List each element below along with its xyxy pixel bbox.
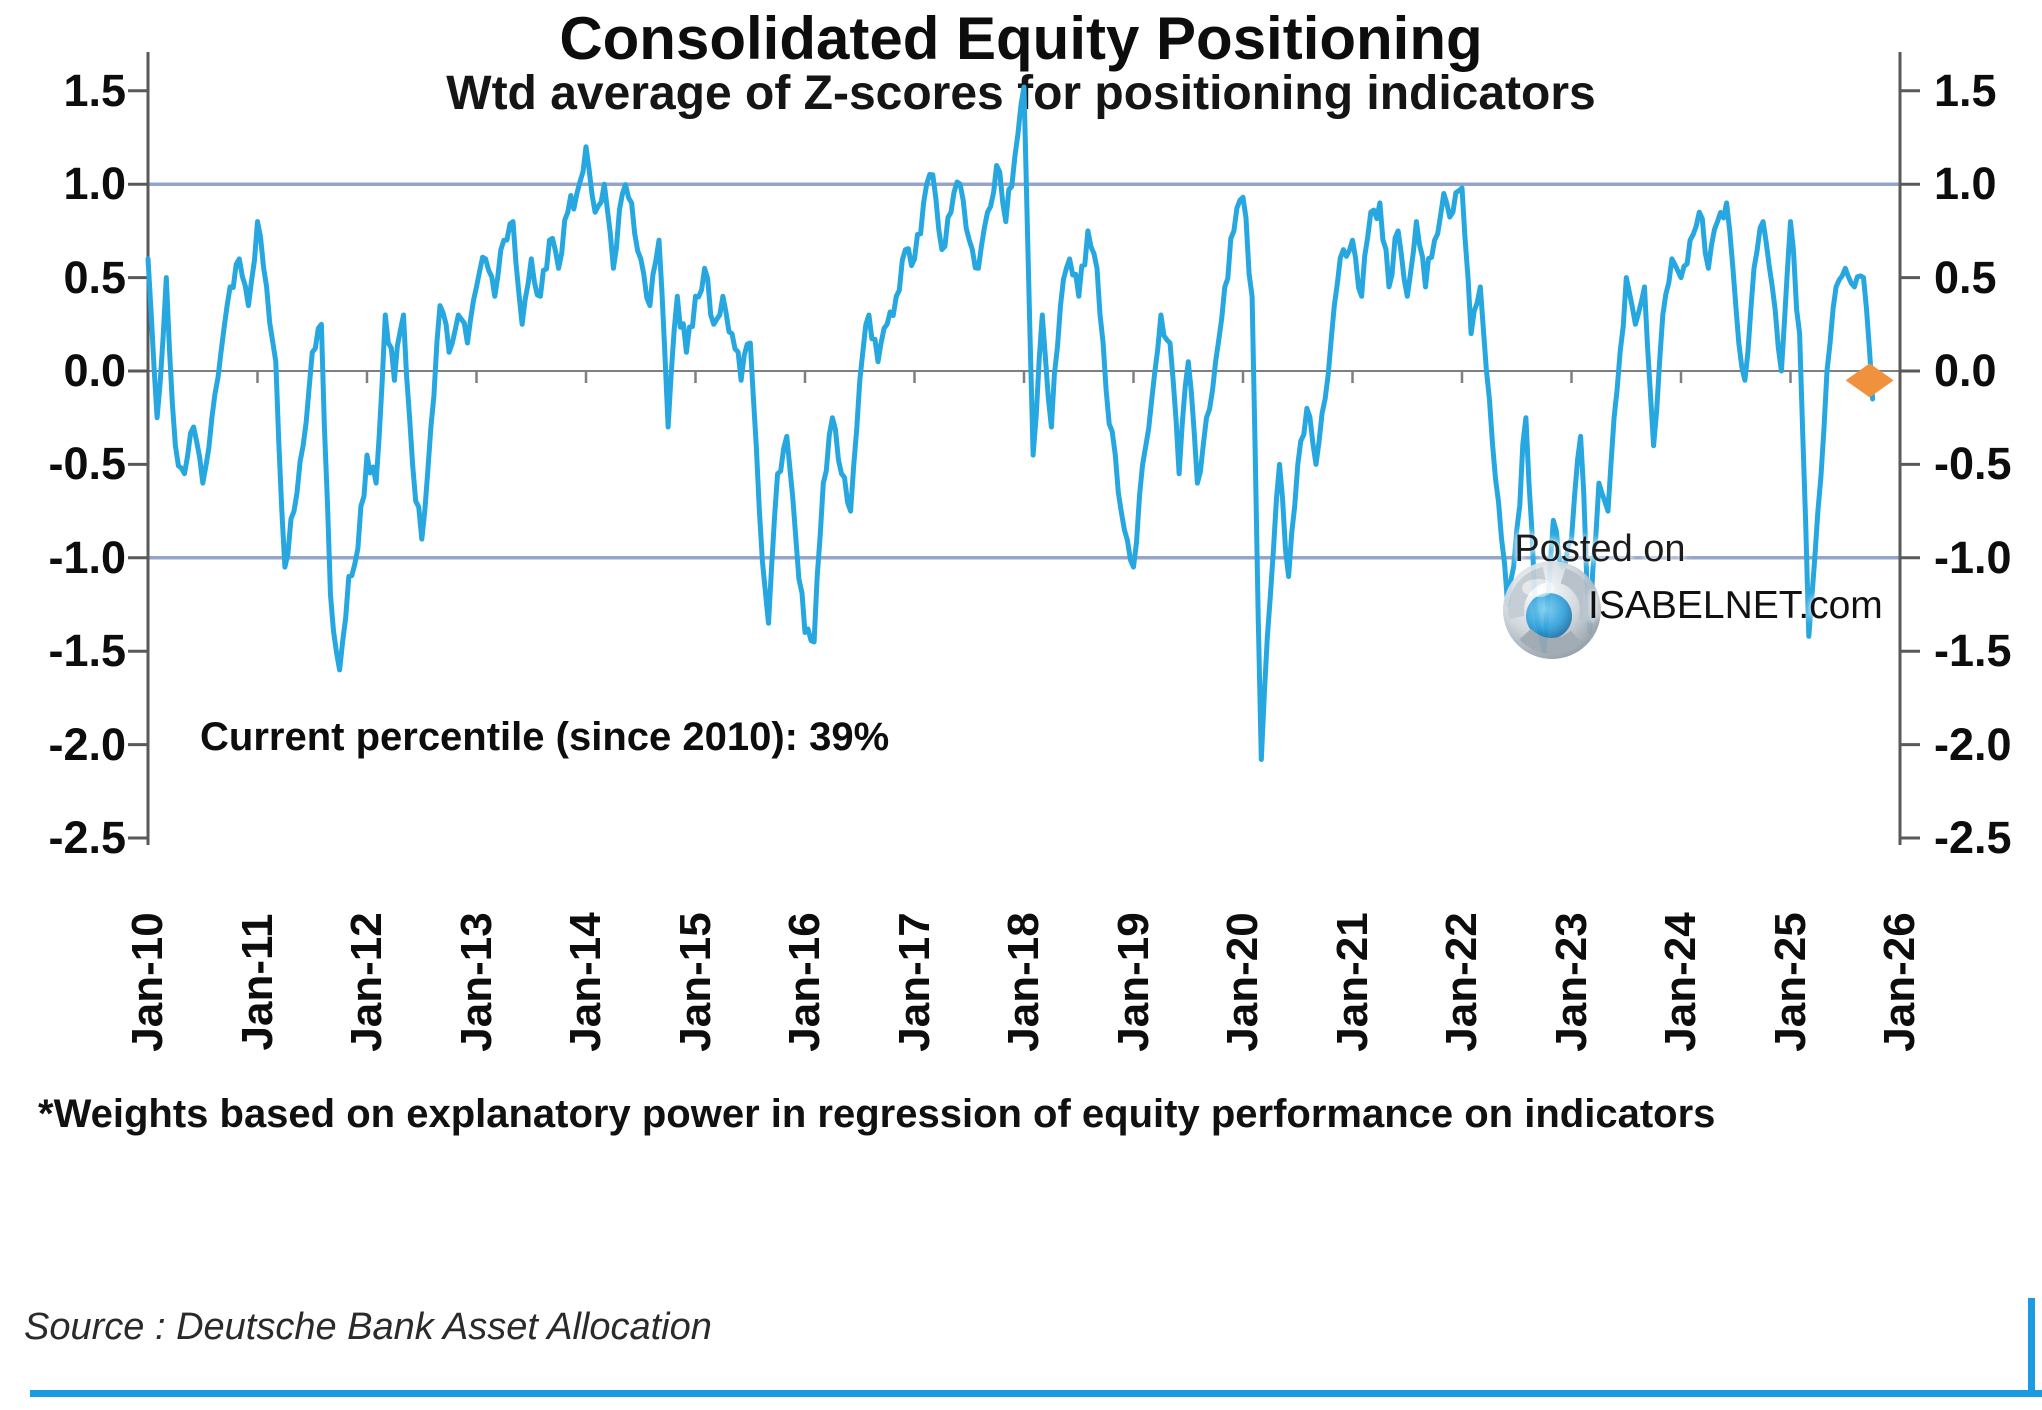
x-axis-tick-label: Jan-26 <box>1875 912 1924 1052</box>
y-axis-tick-label-left: 1.5 <box>63 64 126 116</box>
y-axis-tick-label-right: -2.5 <box>1934 812 2012 863</box>
x-axis-tick-label: Jan-19 <box>1108 912 1158 1052</box>
current-percentile-annotation: Current percentile (since 2010): 39% <box>200 715 890 759</box>
y-axis-tick-label-left: -0.5 <box>48 438 126 490</box>
watermark-isabelnet-text: ISABELNET.com <box>1588 584 1883 627</box>
current-value-marker <box>1845 363 1894 398</box>
x-axis-tick-label: Jan-21 <box>1327 912 1377 1052</box>
x-axis-tick-label: Jan-14 <box>561 912 610 1052</box>
y-axis-tick-label-right: -1.5 <box>1934 625 2012 677</box>
x-axis-tick-label: Jan-25 <box>1765 912 1815 1052</box>
y-axis-tick-label-right: 0.0 <box>1934 345 1997 396</box>
y-axis-tick-label-right: 1.0 <box>1934 158 1997 210</box>
y-axis-tick-label-left: 1.0 <box>63 158 126 210</box>
bottom-border-right-corner <box>2028 1298 2035 1397</box>
series-line <box>145 84 1876 762</box>
x-axis-tick-label: Jan-13 <box>451 912 501 1052</box>
x-axis-tick-label: Jan-10 <box>123 912 172 1052</box>
y-axis-tick-label-left: -1.5 <box>48 625 126 677</box>
y-axis-tick-label-right: -2.0 <box>1934 718 2012 770</box>
x-axis-tick-label: Jan-17 <box>889 912 939 1052</box>
x-axis-tick-label: Jan-15 <box>670 912 720 1052</box>
x-axis-tick-label: Jan-23 <box>1546 912 1596 1052</box>
y-axis-tick-label-left: -1.0 <box>48 531 126 583</box>
x-axis-tick-label: Jan-16 <box>780 912 829 1052</box>
footnote: *Weights based on explanatory power in r… <box>38 1092 1716 1136</box>
bottom-border-line <box>30 1390 2042 1397</box>
x-axis-tick-label: Jan-11 <box>232 913 282 1051</box>
isabelnet-sphere-logo-icon <box>1503 561 1601 659</box>
y-axis-tick-label-right: 0.5 <box>1934 251 1997 303</box>
x-axis-tick-label: Jan-20 <box>1218 912 1267 1052</box>
x-axis-tick-label: Jan-22 <box>1437 912 1486 1052</box>
y-axis-tick-label-right: -1.0 <box>1934 531 2012 583</box>
y-axis-tick-label-left: -2.5 <box>48 812 126 863</box>
y-axis-tick-label-left: 0.5 <box>63 251 126 303</box>
y-axis-tick-label-left: 0.0 <box>63 345 126 396</box>
y-axis-tick-label-right: 1.5 <box>1934 64 1997 116</box>
x-axis-tick-label: Jan-12 <box>342 912 391 1052</box>
x-axis-tick-label: Jan-24 <box>1656 912 1705 1052</box>
y-axis-tick-label-left: -2.0 <box>48 718 126 770</box>
chart-title: Consolidated Equity Positioning <box>559 5 1483 72</box>
x-axis-tick-label: Jan-18 <box>999 912 1048 1052</box>
y-axis-tick-label-right: -0.5 <box>1934 438 2012 490</box>
source-credit: Source : Deutsche Bank Asset Allocation <box>24 1306 712 1348</box>
